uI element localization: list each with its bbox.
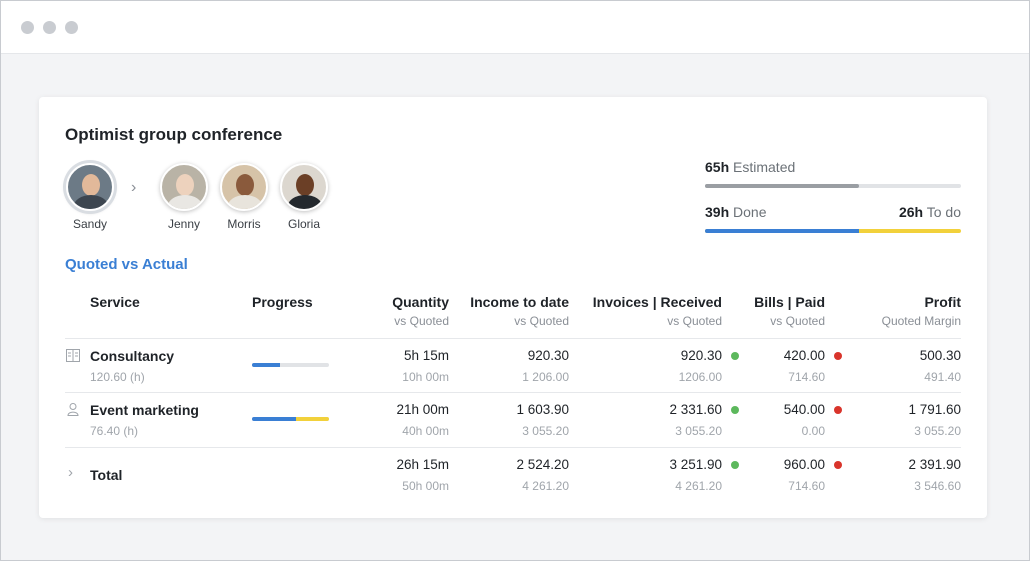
bills-value: 420.00 xyxy=(783,348,825,363)
assignee-morris[interactable]: Morris xyxy=(214,163,274,231)
column-subheader-quantity: vs Quoted xyxy=(394,314,449,328)
chevron-right-icon: › xyxy=(131,179,137,196)
window-minimize-button[interactable] xyxy=(43,21,56,34)
column-subheader-income: vs Quoted xyxy=(514,314,569,328)
bills-quoted: 714.60 xyxy=(788,370,825,384)
quantity-value: 5h 15m xyxy=(403,348,449,363)
column-subheader-invoices: vs Quoted xyxy=(667,314,722,328)
column-header-progress: Progress xyxy=(252,294,313,310)
income-value: 920.30 xyxy=(527,348,569,363)
service-progress-bar xyxy=(252,363,329,367)
quantity-quoted: 10h 00m xyxy=(402,370,449,384)
quantity-value: 21h 00m xyxy=(396,402,449,417)
paid-status-dot xyxy=(834,461,842,469)
window-maximize-button[interactable] xyxy=(65,21,78,34)
total-profit-quoted: 3 546.60 xyxy=(914,479,961,493)
avatar xyxy=(160,163,208,211)
estimated-progress-bar xyxy=(705,184,961,188)
project-title: Optimist group conference xyxy=(65,125,283,144)
estimated-progress-fill xyxy=(705,184,859,188)
income-quoted: 3 055.20 xyxy=(522,424,569,438)
title-bar xyxy=(1,1,1029,54)
quantity-quoted: 40h 00m xyxy=(402,424,449,438)
service-hours: 120.60 (h) xyxy=(90,370,145,384)
assignee-sandy[interactable]: Sandy xyxy=(60,163,120,231)
income-quoted: 1 206.00 xyxy=(522,370,569,384)
avatar xyxy=(280,163,328,211)
done-progress-fill xyxy=(705,229,859,233)
chevron-right-icon[interactable]: › xyxy=(68,464,73,481)
total-bills: 960.00 xyxy=(783,457,825,472)
total-profit: 2 391.90 xyxy=(908,457,961,472)
profit-quoted: 491.40 xyxy=(924,370,961,384)
avatar xyxy=(220,163,268,211)
column-header-income: Income to date xyxy=(470,294,569,310)
total-quantity-quoted: 50h 00m xyxy=(402,479,449,493)
column-header-quantity: Quantity xyxy=(392,294,449,310)
column-header-bills: Bills | Paid xyxy=(754,294,825,310)
service-progress-bar xyxy=(252,417,329,421)
service-name: Event marketing xyxy=(90,402,199,418)
profit-value: 1 791.60 xyxy=(908,402,961,417)
paid-status-dot xyxy=(834,352,842,360)
service-hours: 76.40 (h) xyxy=(90,424,139,438)
assignee-name: Morris xyxy=(227,217,261,231)
total-income-quoted: 4 261.20 xyxy=(522,479,569,493)
received-status-dot xyxy=(731,352,739,360)
done-todo-progress-bar xyxy=(705,229,961,233)
profit-quoted: 3 055.20 xyxy=(914,424,961,438)
total-label: Total xyxy=(90,467,123,483)
total-bills-quoted: 714.60 xyxy=(788,479,825,493)
assignee-name: Gloria xyxy=(287,217,320,231)
todo-hours: 26h To do xyxy=(898,204,961,220)
bills-quoted: 0.00 xyxy=(801,424,825,438)
person-icon xyxy=(67,403,79,419)
total-invoices-quoted: 4 261.20 xyxy=(675,479,722,493)
assignee-name: Sandy xyxy=(72,217,108,231)
divider xyxy=(65,338,961,339)
column-subheader-profit: Quoted Margin xyxy=(881,314,961,328)
avatar xyxy=(66,163,114,211)
column-header-invoices: Invoices | Received xyxy=(592,294,722,310)
income-value: 1 603.90 xyxy=(516,402,569,417)
invoices-value: 2 331.60 xyxy=(669,402,722,417)
column-header-profit: Profit xyxy=(924,294,961,310)
estimated-hours: 65h Estimated xyxy=(705,159,796,175)
profit-value: 500.30 xyxy=(919,348,961,363)
total-invoices: 3 251.90 xyxy=(669,457,722,472)
divider xyxy=(65,392,961,393)
project-card: Optimist group conference Sandy › Jenny … xyxy=(39,97,987,518)
bills-value: 540.00 xyxy=(783,402,825,417)
received-status-dot xyxy=(731,406,739,414)
paid-status-dot xyxy=(834,406,842,414)
column-header-service: Service xyxy=(90,294,140,310)
service-name: Consultancy xyxy=(90,348,175,364)
divider xyxy=(65,447,961,448)
invoices-quoted: 3 055.20 xyxy=(675,424,722,438)
building-icon xyxy=(66,349,80,365)
received-status-dot xyxy=(731,461,739,469)
done-hours: 39h Done xyxy=(705,204,767,220)
window-close-button[interactable] xyxy=(21,21,34,34)
column-subheader-bills: vs Quoted xyxy=(770,314,825,328)
invoices-value: 920.30 xyxy=(680,348,722,363)
assignee-name: Jenny xyxy=(167,217,201,231)
section-title: Quoted vs Actual xyxy=(65,256,188,273)
assignee-gloria[interactable]: Gloria xyxy=(274,163,334,231)
total-income: 2 524.20 xyxy=(516,457,569,472)
total-quantity: 26h 15m xyxy=(396,457,449,472)
assignee-jenny[interactable]: Jenny xyxy=(154,163,214,231)
invoices-quoted: 1206.00 xyxy=(678,370,722,384)
